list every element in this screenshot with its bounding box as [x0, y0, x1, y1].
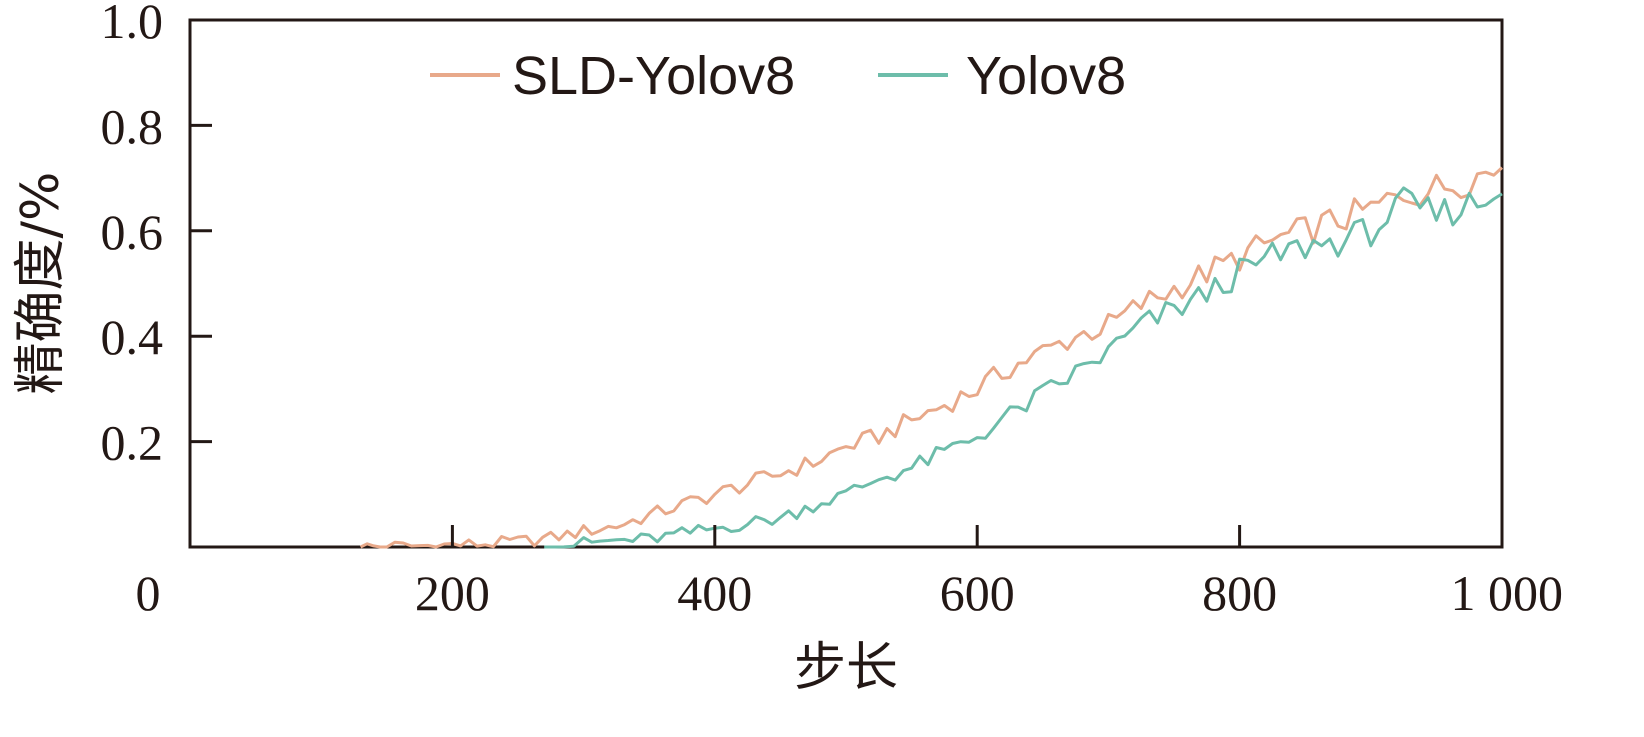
series-layer [359, 166, 1504, 549]
x-axis-ticks: 0 200 400 600 800 1 000 [136, 525, 1564, 621]
x-axis-title: 步长 [794, 638, 898, 698]
y-tick-label: 0.8 [101, 98, 164, 154]
x-tick-label: 800 [1202, 565, 1277, 621]
y-tick-label: 1.0 [101, 0, 164, 49]
legend: SLD-Yolov8 Yolov8 [430, 46, 1126, 106]
y-tick-label: 0.2 [101, 415, 164, 471]
series-line-yolov8 [544, 186, 1503, 549]
plot-frame [188, 18, 1504, 549]
y-tick-label: 0.4 [101, 309, 164, 365]
plot-area: 0 200 400 600 800 1 000 0.2 0.4 0.6 0.8 1.0 [101, 0, 1564, 621]
x-tick-label: 600 [940, 565, 1015, 621]
y-axis-ticks: 0.2 0.4 0.6 0.8 1.0 [101, 0, 212, 471]
y-axis-title: 精确度/% [11, 172, 71, 395]
legend-label-sld-yolov8: SLD-Yolov8 [512, 46, 795, 106]
series-line-sld-yolov8 [359, 166, 1504, 549]
x-tick-label: 200 [415, 565, 490, 621]
x-tick-label: 400 [677, 565, 752, 621]
x-tick-label: 1 000 [1451, 565, 1564, 621]
legend-label-yolov8: Yolov8 [966, 46, 1126, 106]
y-tick-label: 0.6 [101, 204, 164, 260]
x-tick-label: 0 [136, 565, 161, 621]
